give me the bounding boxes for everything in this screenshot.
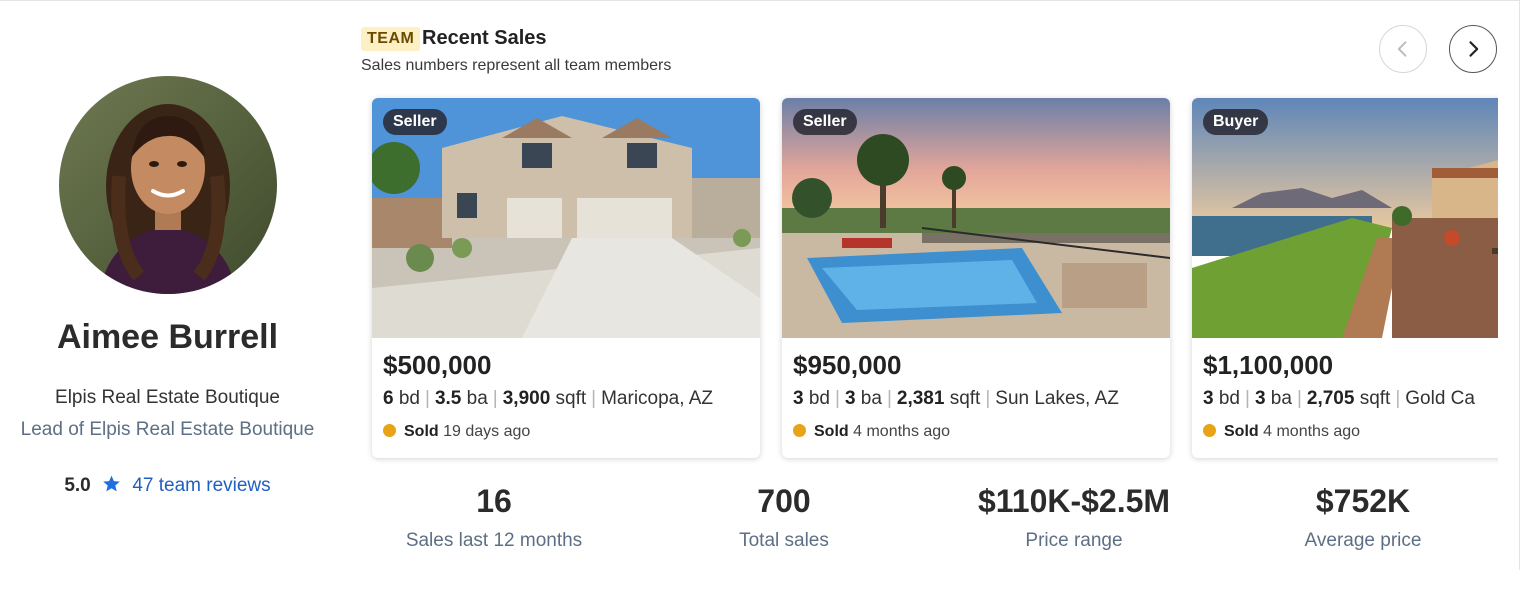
listing-specs: 3 bd | 3 ba | 2,705 sqft | Gold Ca (1203, 388, 1475, 409)
sqft-unit: sqft (555, 388, 587, 409)
section-title: Recent Sales (422, 27, 547, 49)
section-subtitle: Sales numbers represent all team members (361, 57, 672, 74)
baths-count: 3.5 (434, 388, 462, 409)
stat-price-range: $110K-$2.5M Price range (929, 483, 1219, 552)
sqft-count: 2,705 (1306, 388, 1355, 409)
status-dot-icon (1203, 424, 1216, 437)
listing-location: Sun Lakes, AZ (995, 388, 1119, 409)
status-label: Sold (814, 423, 849, 440)
sold-status: Sold 4 months ago (1203, 423, 1360, 441)
stat-total-sales: 700 Total sales (639, 483, 929, 552)
status-dot-icon (383, 424, 396, 437)
team-reviews-link[interactable]: 47 team reviews (132, 475, 271, 496)
sqft-count: 3,900 (502, 388, 551, 409)
sqft-unit: sqft (1359, 388, 1391, 409)
listing-photo: Seller (372, 98, 760, 338)
star-icon (102, 474, 121, 499)
listing-card[interactable]: Buyer $1,100,000 3 bd | 3 ba | 2,705 sqft | Go… (1192, 98, 1498, 458)
team-badge: TEAM (361, 27, 421, 51)
beds-unit: bd (398, 388, 420, 409)
rating-summary: 5.0 47 team reviews (0, 474, 335, 499)
status-label: Sold (404, 423, 439, 440)
chevron-right-icon (1469, 41, 1479, 57)
listing-tag: Seller (383, 109, 447, 135)
listing-card[interactable]: Seller $950,000 3 bd | 3 ba | 2,381 sqft | Sun… (782, 98, 1170, 458)
listing-price: $500,000 (383, 350, 492, 380)
sold-time: 4 months ago (853, 423, 951, 440)
baths-count: 3 (844, 388, 856, 409)
stat-value: 700 (757, 483, 811, 519)
avatar[interactable] (59, 76, 277, 294)
carousel-prev-button[interactable] (1379, 25, 1427, 73)
stat-sales-last-12-months: 16 Sales last 12 months (349, 483, 639, 552)
stat-value: $752K (1315, 483, 1411, 519)
agent-name: Aimee Burrell (56, 318, 279, 356)
baths-unit: ba (860, 388, 882, 409)
beds-count: 6 (383, 388, 394, 409)
agent-photo (59, 76, 277, 294)
sold-status: Sold 19 days ago (383, 423, 530, 441)
listing-price: $1,100,000 (1203, 350, 1334, 380)
rating-score: 5.0 (64, 475, 91, 496)
stat-average-price: $752K Average price (1218, 483, 1508, 552)
chevron-left-icon (1397, 41, 1407, 57)
listing-specs: 6 bd | 3.5 ba | 3,900 sqft | Maricopa, AZ (383, 388, 714, 409)
listing-price: $950,000 (793, 350, 902, 380)
stat-label: Total sales (739, 530, 829, 551)
sold-time: 4 months ago (1263, 423, 1361, 440)
beds-count: 3 (793, 388, 804, 409)
agent-profile: Aimee Burrell Elpis Real Estate Boutique… (0, 0, 335, 570)
listing-location: Gold Ca (1405, 388, 1475, 409)
recent-sales-carousel[interactable]: Seller $500,000 6 bd | 3.5 ba | 3,900 sqft | M… (362, 90, 1498, 470)
sqft-unit: sqft (949, 388, 981, 409)
sqft-count: 2,381 (896, 388, 945, 409)
beds-count: 3 (1203, 388, 1214, 409)
stat-value: 16 (476, 483, 512, 519)
stat-label: Average price (1304, 530, 1422, 551)
status-dot-icon (793, 424, 806, 437)
sold-time: 19 days ago (443, 423, 531, 440)
agent-role: Lead of Elpis Real Estate Boutique (20, 419, 315, 440)
sold-status: Sold 4 months ago (793, 423, 950, 441)
listing-location: Maricopa, AZ (601, 388, 714, 409)
baths-unit: ba (1270, 388, 1292, 409)
listing-photo: Buyer (1192, 98, 1498, 338)
carousel-next-button[interactable] (1449, 25, 1497, 73)
beds-unit: bd (808, 388, 830, 409)
listing-specs: 3 bd | 3 ba | 2,381 sqft | Sun Lakes, AZ (793, 388, 1119, 409)
listing-tag: Seller (793, 109, 857, 135)
listing-tag: Buyer (1203, 109, 1269, 135)
stat-value: $110K-$2.5M (977, 483, 1171, 519)
brokerage-name: Elpis Real Estate Boutique (55, 387, 280, 408)
stat-label: Price range (1025, 530, 1123, 551)
listing-card[interactable]: Seller $500,000 6 bd | 3.5 ba | 3,900 sqft | M… (372, 98, 760, 458)
listing-photo: Seller (782, 98, 1170, 338)
baths-unit: ba (466, 388, 488, 409)
baths-count: 3 (1254, 388, 1266, 409)
status-label: Sold (1224, 423, 1259, 440)
stat-label: Sales last 12 months (405, 530, 583, 551)
beds-unit: bd (1218, 388, 1240, 409)
